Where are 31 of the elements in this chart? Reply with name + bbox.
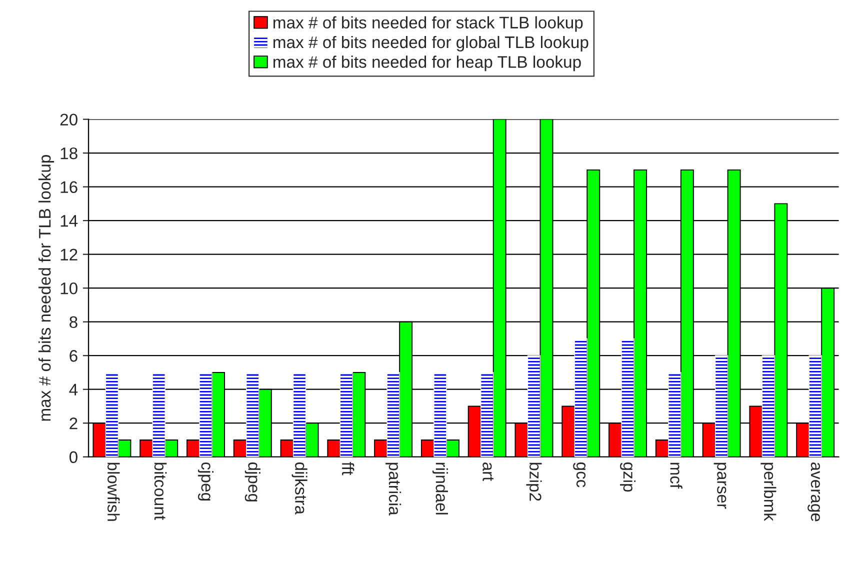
- y-axis-title: max # of bits needed for TLB lookup: [38, 155, 54, 421]
- legend-label: max # of bits needed for global TLB lookup: [274, 36, 588, 52]
- y-tick-label: 20: [60, 114, 78, 126]
- x-tick-label: bzip2: [526, 462, 542, 501]
- x-tick-label: djpeg: [244, 462, 260, 502]
- y-tick-label: 2: [70, 418, 78, 430]
- x-tick-label: cjpeg: [198, 462, 214, 500]
- x-tick-label: art: [482, 462, 494, 482]
- x-tick-label: gcc: [573, 462, 586, 488]
- legend-label: max # of bits needed for stack TLB lookup: [274, 16, 583, 32]
- x-tick-label: dijkstra: [292, 462, 308, 515]
- x-tick-label: blowfish: [107, 462, 120, 521]
- legend-label: max # of bits needed for heap TLB lookup: [274, 56, 581, 72]
- y-tick-label: 10: [60, 282, 78, 294]
- y-tick-label: 8: [70, 316, 78, 328]
- y-tick-label: 0: [69, 451, 78, 464]
- y-tick-label: 6: [70, 350, 78, 362]
- y-tick-label: 14: [60, 215, 78, 227]
- y-tick-label: 12: [60, 248, 78, 260]
- x-tick-label: mcf: [670, 462, 682, 489]
- y-tick-label: 18: [60, 147, 78, 160]
- x-tick-label: gzip: [620, 462, 636, 492]
- x-tick-label: average: [808, 462, 820, 522]
- x-tick-label: parser: [714, 462, 726, 509]
- y-tick-label: 16: [60, 181, 78, 194]
- x-tick-label: patricia: [386, 462, 402, 516]
- y-tick-label: 4: [69, 384, 78, 396]
- x-tick-label: perlbmk: [760, 462, 776, 522]
- x-tick-label: fft: [342, 462, 354, 476]
- x-tick-label: rijndael: [432, 462, 448, 514]
- x-tick-label: bitcount: [154, 462, 167, 520]
